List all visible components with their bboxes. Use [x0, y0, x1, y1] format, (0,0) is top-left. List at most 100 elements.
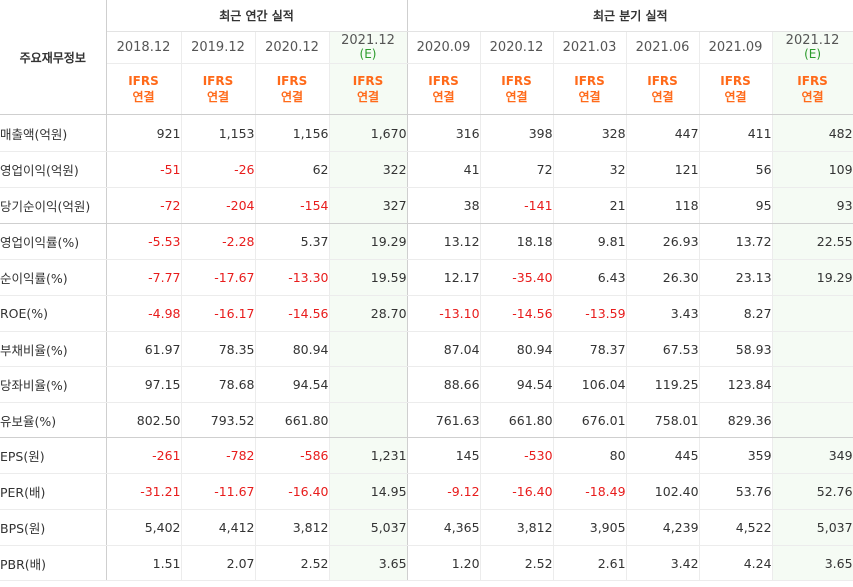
consolidated-label: 연결	[724, 90, 747, 104]
value-cell: 411	[699, 114, 773, 152]
value-cell: 19.29	[772, 259, 853, 296]
accounting-basis-header: IFRS 연결	[626, 63, 700, 115]
accounting-basis-header: IFRS 연결	[255, 63, 330, 115]
consolidated-label: 연결	[132, 90, 155, 104]
value-cell: 80.94	[480, 331, 554, 367]
table-row: 당기순이익(억원) -72 -204 -154 327 38 -141 21 118 95 93	[0, 187, 853, 224]
accounting-basis-header: IFRS 연결	[480, 63, 554, 115]
table-row: EPS(원) -261 -782 -586 1,231 145 -530 80 445 359 34…	[0, 437, 853, 474]
value-cell: 1.51	[106, 545, 182, 581]
value-cell: 56	[699, 151, 773, 188]
period-label: 2018.12	[116, 40, 171, 55]
value-cell: 4,522	[699, 509, 773, 546]
value-cell: 80.94	[255, 331, 330, 367]
value-cell: -204	[181, 187, 256, 224]
value-cell	[329, 331, 408, 367]
ifrs-label: IFRS	[647, 74, 678, 88]
accounting-basis-header: IFRS 연결	[553, 63, 627, 115]
value-cell: 28.70	[329, 295, 408, 332]
ifrs-label: IFRS	[202, 74, 234, 88]
ifrs-label: IFRS	[501, 74, 532, 88]
value-cell: 6.43	[553, 259, 627, 296]
consolidated-label: 연결	[651, 90, 674, 104]
value-cell	[329, 366, 408, 403]
value-cell: 41	[407, 151, 481, 188]
metric-label: BPS(원)	[0, 509, 107, 546]
metric-label: 부채비율(%)	[0, 331, 107, 367]
value-cell: 676.01	[553, 402, 627, 438]
value-cell: 13.12	[407, 223, 481, 260]
table-row: ROE(%) -4.98 -16.17 -14.56 28.70 -13.10 -14.56…	[0, 295, 853, 332]
value-cell	[329, 402, 408, 438]
table-row: 유보율(%) 802.50 793.52 661.80 761.63 661.80 676.…	[0, 402, 853, 438]
value-cell: 2.52	[480, 545, 554, 581]
period-header: 2018.12	[106, 31, 182, 64]
period-header: 2020.12	[255, 31, 330, 64]
value-cell: 5,037	[772, 509, 853, 546]
metric-label: 영업이익(억원)	[0, 151, 107, 188]
value-cell: 482	[772, 114, 853, 152]
ifrs-label: IFRS	[276, 74, 308, 88]
value-cell: -72	[106, 187, 182, 224]
value-cell: 1.20	[407, 545, 481, 581]
period-header: 2021.12 (E)	[772, 31, 853, 64]
ifrs-header-row: IFRS 연결 IFRS 연결 IFRS 연결 IFRS 연결 IFRS 연결 IFRS 연결 IFRS…	[0, 63, 853, 115]
value-cell: 109	[772, 151, 853, 188]
value-cell: 5.37	[255, 223, 330, 260]
period-header: 2019.12	[181, 31, 256, 64]
period-label: 2021.12	[341, 33, 395, 48]
value-cell: 793.52	[181, 402, 256, 438]
consolidated-label: 연결	[280, 90, 304, 104]
value-cell: 119.25	[626, 366, 700, 403]
value-cell: -7.77	[106, 259, 182, 296]
metric-label: 영업이익률(%)	[0, 223, 107, 260]
ifrs-label: IFRS	[574, 74, 605, 88]
accounting-basis-header: IFRS 연결	[329, 63, 408, 115]
value-cell: 14.95	[329, 473, 408, 510]
value-cell: -35.40	[480, 259, 554, 296]
table-row: 당좌비율(%) 97.15 78.68 94.54 88.66 94.54 106.04 11…	[0, 366, 853, 403]
consolidated-label: 연결	[801, 90, 824, 104]
ifrs-label: IFRS	[720, 74, 751, 88]
value-cell: 5,402	[106, 509, 182, 546]
value-cell: 327	[329, 187, 408, 224]
consolidated-label: 연결	[578, 90, 601, 104]
metric-label: PBR(배)	[0, 545, 107, 581]
estimate-mark: (E)	[804, 47, 822, 61]
period-header: 2021.06	[626, 31, 700, 64]
value-cell: 2.61	[553, 545, 627, 581]
value-cell: -2.28	[181, 223, 256, 260]
value-cell: 3,812	[480, 509, 554, 546]
value-cell: 661.80	[480, 402, 554, 438]
value-cell: 118	[626, 187, 700, 224]
value-cell: 13.72	[699, 223, 773, 260]
ifrs-label: IFRS	[428, 74, 459, 88]
estimate-mark: (E)	[359, 47, 377, 61]
value-cell: 359	[699, 437, 773, 474]
value-cell: 61.97	[106, 331, 182, 367]
value-cell: 1,156	[255, 114, 330, 152]
quarterly-results-header: 최근 분기 실적	[407, 0, 853, 32]
value-cell	[772, 402, 853, 438]
value-cell: 328	[553, 114, 627, 152]
period-label: 2021.03	[562, 40, 617, 55]
period-label: 2020.12	[489, 40, 544, 55]
value-cell: 106.04	[553, 366, 627, 403]
value-cell	[772, 331, 853, 367]
value-cell: 19.29	[329, 223, 408, 260]
value-cell: 72	[480, 151, 554, 188]
value-cell: 1,153	[181, 114, 256, 152]
value-cell: -11.67	[181, 473, 256, 510]
value-cell: -586	[255, 437, 330, 474]
value-cell: 121	[626, 151, 700, 188]
value-cell: 322	[329, 151, 408, 188]
value-cell	[772, 366, 853, 403]
value-cell: 445	[626, 437, 700, 474]
value-cell: -16.40	[480, 473, 554, 510]
value-cell: -530	[480, 437, 554, 474]
value-cell: 78.68	[181, 366, 256, 403]
value-cell: 97.15	[106, 366, 182, 403]
value-cell: -154	[255, 187, 330, 224]
value-cell: 32	[553, 151, 627, 188]
